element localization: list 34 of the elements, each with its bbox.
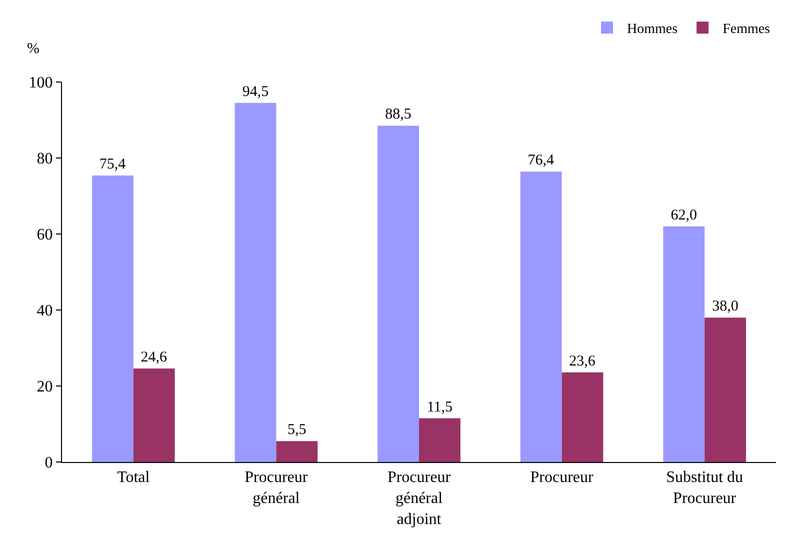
data-label: 76,4	[528, 152, 554, 169]
x-tick-label: Procureur général	[244, 469, 308, 507]
bar	[520, 172, 562, 462]
data-label: 5,5	[288, 422, 306, 438]
bar	[234, 102, 276, 462]
bar	[276, 441, 318, 462]
data-label: 94,5	[242, 84, 269, 100]
y-tick-label: 100	[28, 74, 53, 92]
data-label: 38,0	[712, 298, 738, 315]
bar	[378, 126, 419, 462]
data-label: 88,5	[385, 106, 412, 123]
x-tick-label: Total	[117, 469, 150, 486]
y-tick-label: 0	[44, 454, 53, 472]
y-tick-label: 40	[36, 302, 53, 320]
bar	[92, 175, 134, 462]
bar	[419, 418, 460, 462]
data-label: 75,4	[99, 156, 126, 172]
data-label: 24,6	[140, 350, 168, 366]
x-tick-label: Substitut du Procureur	[666, 469, 744, 507]
legend-label: Hommes	[627, 22, 678, 38]
y-tick-label: 60	[36, 226, 53, 244]
bar	[704, 318, 746, 462]
y-tick-label: 20	[36, 378, 53, 396]
x-tick-label: Procureur	[530, 469, 594, 486]
legend-label: Femmes	[722, 22, 770, 38]
x-tick-label: Procureur général adjoint	[387, 469, 452, 528]
y-axis-title: %	[27, 41, 40, 57]
data-label: 11,5	[426, 399, 453, 416]
bar	[562, 372, 604, 462]
bar	[663, 226, 705, 462]
data-label: 62,0	[670, 207, 698, 224]
bar	[133, 368, 175, 462]
data-label: 23,6	[569, 353, 596, 370]
y-tick-label: 80	[36, 150, 53, 168]
